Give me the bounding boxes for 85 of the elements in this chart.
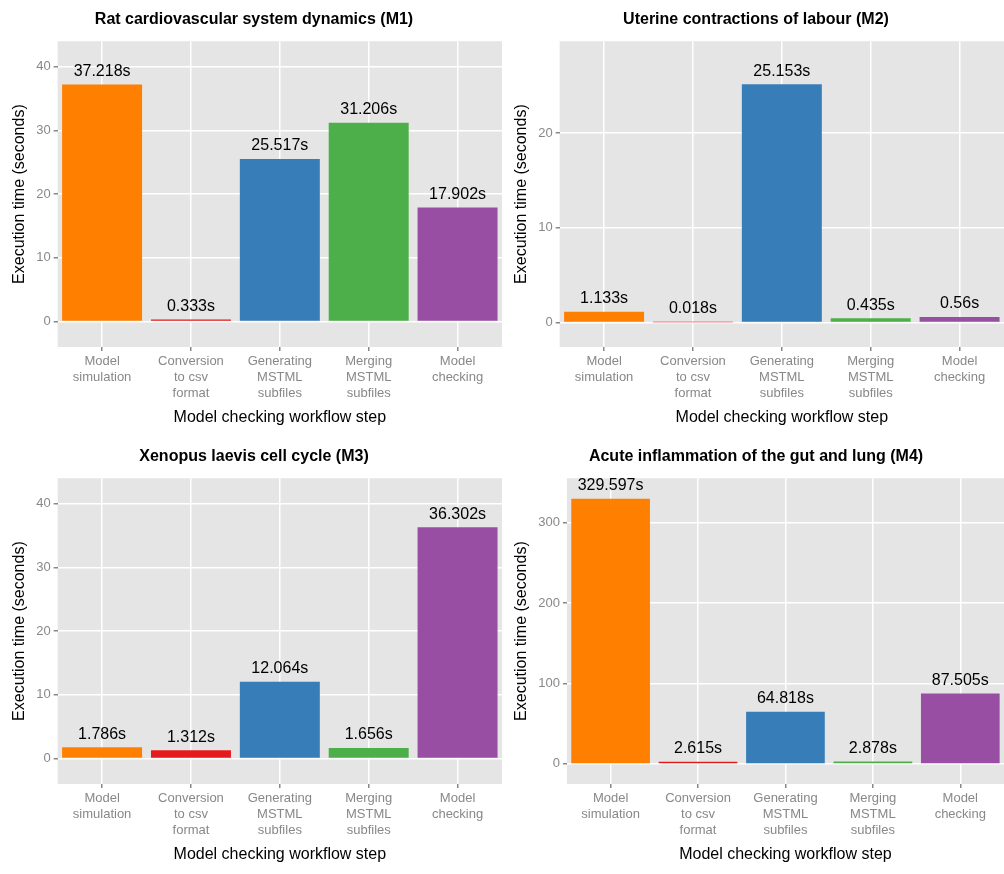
chart-title: Uterine contractions of labour (M2)	[623, 10, 889, 28]
y-tick-label: 20	[36, 185, 51, 201]
data-label: 36.302s	[429, 504, 487, 522]
bar	[239, 158, 320, 321]
bar	[919, 317, 1000, 322]
y-tick-label: 30	[36, 121, 51, 137]
y-axis-title: Execution time (seconds)	[512, 104, 530, 284]
data-label: 2.615s	[674, 739, 723, 757]
y-tick-label: 0	[545, 313, 553, 329]
chart-title: Rat cardiovascular system dynamics (M1)	[94, 10, 414, 28]
y-tick-label: 10	[36, 686, 51, 702]
y-tick-label: 200	[538, 594, 560, 610]
bar	[564, 311, 645, 322]
data-label: 1.312s	[166, 727, 215, 745]
x-tick-label: Model checking	[431, 353, 484, 384]
y-tick-label: 20	[538, 124, 553, 140]
data-label: 0.333s	[166, 296, 215, 314]
data-label: 0.435s	[846, 295, 895, 313]
bar	[62, 747, 143, 758]
chart-title: Acute inflammation of the gut and lung (M4)	[588, 447, 924, 465]
data-label: 2.878s	[848, 738, 897, 756]
bar	[417, 527, 498, 758]
data-label: 1.133s	[580, 289, 629, 307]
data-label: 25.153s	[753, 61, 811, 79]
data-label: 329.597s	[577, 476, 644, 494]
bar	[830, 318, 911, 322]
x-axis-title: Model checking workflow step	[173, 407, 387, 425]
y-tick-label: 10	[538, 219, 553, 235]
y-axis-title: Execution time (seconds)	[512, 541, 530, 721]
data-label: 0.56s	[940, 294, 980, 312]
y-tick-label: 30	[36, 558, 51, 574]
bar	[62, 84, 143, 321]
x-tick-label: Model simulation	[574, 353, 634, 384]
x-tick-label: Conversion to csv format	[158, 353, 224, 400]
bar	[417, 207, 498, 321]
bar	[328, 747, 409, 758]
data-label: 1.656s	[344, 725, 393, 743]
y-tick-label: 0	[43, 750, 51, 766]
x-tick-label: Generating MSTML subfiles	[247, 353, 312, 400]
bar	[571, 498, 650, 764]
data-label: 37.218s	[73, 61, 131, 79]
x-tick-label: Merging MSTML subfiles	[847, 353, 895, 400]
y-tick-label: 100	[538, 674, 560, 690]
data-label: 25.517s	[251, 136, 309, 154]
data-label: 64.818s	[756, 689, 814, 707]
x-axis-title: Model checking workflow step	[679, 844, 892, 862]
data-label: 31.206s	[340, 100, 398, 118]
y-axis-title: Execution time (seconds)	[10, 541, 28, 721]
x-tick-label: Conversion to csv format	[660, 353, 726, 400]
x-tick-label: Model simulation	[581, 790, 640, 821]
x-tick-label: Model simulation	[72, 353, 132, 384]
data-label: 1.786s	[78, 724, 127, 742]
y-tick-label: 10	[36, 249, 51, 265]
x-axis-title: Model checking workflow step	[173, 844, 387, 862]
y-tick-label: 40	[36, 58, 51, 74]
data-label: 12.064s	[251, 659, 309, 677]
data-label: 17.902s	[429, 184, 487, 202]
x-tick-label: Merging MSTML subfiles	[345, 353, 393, 400]
x-tick-label: Model checking	[934, 790, 986, 821]
bar	[746, 711, 825, 764]
data-label: 87.505s	[931, 670, 989, 688]
bar	[150, 750, 231, 758]
x-axis-title: Model checking workflow step	[675, 407, 889, 425]
x-tick-label: Merging MSTML subfiles	[849, 790, 897, 837]
y-tick-label: 0	[552, 755, 560, 771]
data-label: 0.018s	[668, 299, 717, 317]
bar	[920, 693, 1000, 764]
x-tick-label: Conversion to csv format	[665, 790, 731, 837]
x-tick-label: Model checking	[431, 790, 484, 821]
bar	[328, 122, 409, 321]
x-tick-label: Generating MSTML subfiles	[247, 790, 312, 837]
bar	[741, 84, 822, 322]
x-tick-label: Model simulation	[72, 790, 132, 821]
y-axis-title: Execution time (seconds)	[10, 104, 28, 284]
y-tick-label: 0	[43, 313, 51, 329]
x-tick-label: Generating MSTML subfiles	[749, 353, 814, 400]
x-tick-label: Generating MSTML subfiles	[753, 790, 818, 837]
y-tick-label: 20	[36, 622, 51, 638]
y-tick-label: 300	[538, 514, 560, 530]
x-tick-label: Model checking	[933, 353, 986, 384]
x-tick-label: Merging MSTML subfiles	[345, 790, 393, 837]
chart-title: Xenopus laevis cell cycle (M3)	[139, 447, 369, 465]
y-tick-label: 40	[36, 495, 51, 511]
x-tick-label: Conversion to csv format	[158, 790, 224, 837]
bar	[239, 681, 320, 758]
